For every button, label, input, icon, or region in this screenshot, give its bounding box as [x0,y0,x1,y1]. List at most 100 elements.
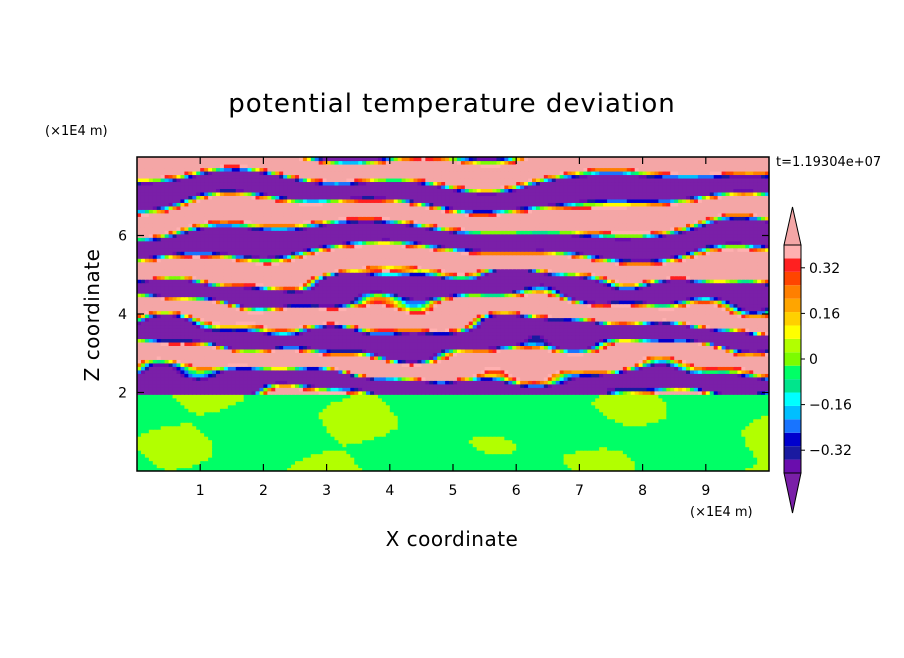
heatmap-cell [571,369,577,374]
heatmap-cell [326,429,332,434]
heatmap-cell [251,411,257,416]
heatmap-cell [334,401,340,406]
heatmap-cell [231,432,237,437]
heatmap-cell [381,401,387,406]
heatmap-cell [464,425,470,430]
heatmap-cell [401,404,407,409]
heatmap-cell [200,457,205,462]
heatmap-cell [204,369,209,374]
heatmap-cell [140,362,146,367]
heatmap-cell [595,467,600,471]
heatmap-cell [662,383,667,388]
heatmap-cell [433,401,438,406]
heatmap-cell [721,425,727,430]
heatmap-cell [306,436,312,441]
heatmap-cell [212,460,217,465]
heatmap-cell [393,376,399,381]
heatmap-cell [417,408,422,413]
heatmap-cell [397,411,403,416]
heatmap-cell [670,369,675,374]
heatmap-cell [200,362,205,367]
heatmap-cell [733,443,738,448]
heatmap-cell [725,422,731,427]
heatmap-cell [761,453,766,458]
heatmap-cell [374,408,379,413]
heatmap-cell [227,464,233,469]
heatmap-cell [571,443,577,448]
heatmap-cell [445,446,450,451]
heatmap-cell [283,460,288,465]
heatmap-cell [547,390,553,395]
heatmap-cell [338,464,343,469]
heatmap-cell [496,373,501,378]
heatmap-cell [338,397,343,402]
heatmap-cell [721,397,727,402]
heatmap-cell [350,460,355,465]
heatmap-cell [338,369,343,374]
heatmap-cell [219,366,225,371]
heatmap-cell [622,366,628,371]
heatmap-cell [235,408,241,413]
heatmap-cell [591,429,596,434]
heatmap-cell [310,467,316,471]
heatmap-cell [528,422,533,427]
heatmap-cell [567,425,573,430]
heatmap-cell [342,366,347,371]
heatmap-cell [441,446,446,451]
heatmap-cell [251,408,257,413]
heatmap-cell [690,450,695,455]
heatmap-cell [733,464,738,469]
heatmap-cell [678,464,683,469]
heatmap-cell [464,453,470,458]
heatmap-cell [152,411,158,416]
heatmap-cell [733,362,738,367]
heatmap-cell [397,450,403,455]
heatmap-cell [263,359,268,364]
heatmap-cell [670,450,675,455]
heatmap-cell [654,436,659,441]
heatmap-cell [532,411,537,416]
heatmap-cell [757,387,762,392]
heatmap-cell [291,429,296,434]
heatmap-cell [658,432,663,437]
heatmap-cell [563,425,569,430]
heatmap-cell [350,397,355,402]
heatmap-cell [460,425,466,430]
heatmap-cell [745,366,750,371]
heatmap-cell [492,404,498,409]
heatmap-cell [611,446,616,451]
heatmap-cell [449,373,454,378]
heatmap-cell [346,436,351,441]
heatmap-cell [140,376,146,381]
heatmap-cell [204,408,209,413]
heatmap-cell [717,366,723,371]
heatmap-cell [275,373,280,378]
heatmap-cell [709,450,715,455]
heatmap-cell [614,443,620,448]
heatmap-cell [717,380,723,385]
heatmap-cell [453,457,458,462]
heatmap-cell [188,362,193,367]
heatmap-cell [725,411,731,416]
heatmap-cell [322,436,328,441]
heatmap-cell [259,373,264,378]
heatmap-cell [449,408,454,413]
heatmap-cell [295,415,300,420]
heatmap-cell [500,369,505,374]
heatmap-cell [630,439,636,444]
heatmap-cell [575,443,580,448]
heatmap-cell [449,390,454,395]
heatmap-cell [626,373,632,378]
heatmap-cell [176,467,182,471]
heatmap-cell [705,418,711,423]
heatmap-cell [377,460,383,465]
heatmap-cell [279,460,284,465]
heatmap-cell [164,457,170,462]
heatmap-cell [583,422,588,427]
heatmap-cell [362,373,367,378]
heatmap-cell [749,383,754,388]
heatmap-cell [697,436,703,441]
heatmap-cell [682,366,687,371]
heatmap-cell [539,411,545,416]
heatmap-cell [543,464,549,469]
